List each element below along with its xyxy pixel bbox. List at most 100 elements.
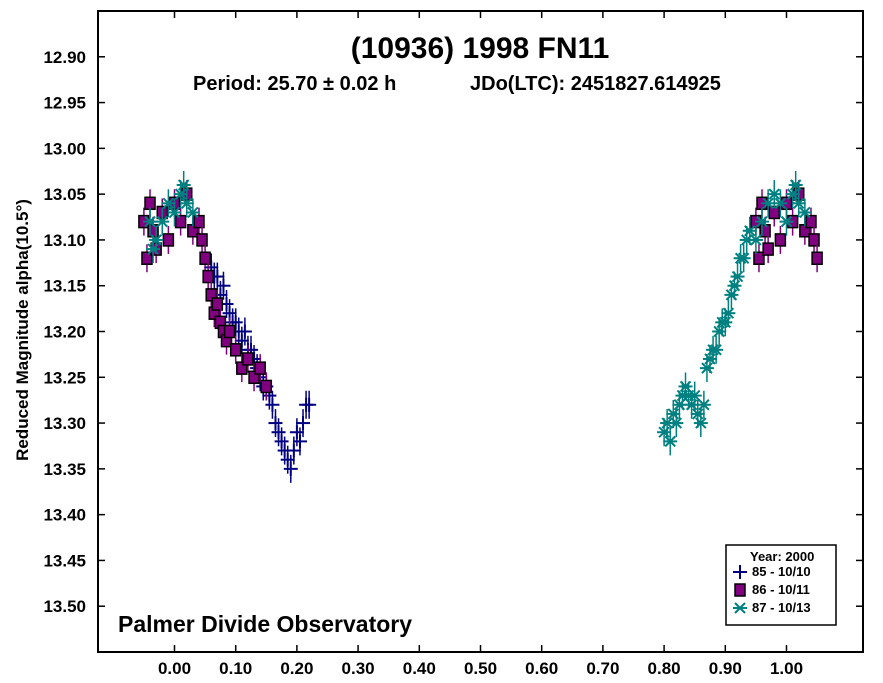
data-point <box>196 233 208 247</box>
data-point <box>211 297 224 311</box>
y-tick-label: 13.20 <box>43 323 86 342</box>
y-tick-label: 12.90 <box>43 48 86 67</box>
y-axis-label: Reduced Magnitude alpha(10.5°) <box>13 199 32 461</box>
y-tick-label: 13.50 <box>43 597 86 616</box>
data-point <box>808 233 820 247</box>
x-tick-label: 0.00 <box>158 659 191 678</box>
data-point <box>742 225 757 237</box>
data-point <box>762 242 774 256</box>
data-point <box>205 288 217 302</box>
legend-title: Year: 2000 <box>750 549 814 564</box>
data-points <box>138 170 823 483</box>
chart-title: (10936) 1998 FN11 <box>351 32 610 65</box>
data-point <box>260 379 273 394</box>
data-point <box>274 434 289 449</box>
data-point <box>774 233 787 247</box>
data-point <box>755 215 770 228</box>
y-tick-label: 13.10 <box>43 231 86 250</box>
epoch-text: JDo(LTC): 2451827.614925 <box>470 73 721 95</box>
data-point <box>797 206 812 219</box>
data-point <box>223 324 236 339</box>
data-point <box>234 333 249 348</box>
y-axis: 12.90 12.95 13.00 13.05 13.10 13.15 13.20 13.25… <box>43 48 863 616</box>
legend: Year: 2000 85 - 10/10 86 - 10/11 87 - 10/1… <box>725 544 837 626</box>
data-point <box>296 416 311 431</box>
data-point <box>669 417 684 429</box>
data-point <box>768 205 781 220</box>
data-point <box>286 443 301 458</box>
data-point <box>193 214 205 229</box>
data-point <box>161 197 176 210</box>
data-point <box>162 233 175 247</box>
data-point <box>721 307 736 319</box>
data-point <box>265 397 280 412</box>
data-point <box>271 425 286 440</box>
data-point <box>242 352 254 366</box>
data-point <box>736 252 751 264</box>
data-point <box>687 389 702 402</box>
x-tick-label: 0.70 <box>586 659 619 678</box>
y-tick-label: 13.15 <box>43 277 86 296</box>
y-tick-label: 13.35 <box>43 460 86 479</box>
observatory-label: Palmer Divide Observatory <box>118 611 412 637</box>
x-tick-label: 0.10 <box>219 659 252 678</box>
x-tick-label: 1.00 <box>770 659 803 678</box>
data-point <box>237 324 252 339</box>
data-point <box>805 214 817 229</box>
data-point <box>254 361 266 375</box>
data-point <box>791 197 806 210</box>
data-point <box>174 214 187 229</box>
data-point <box>753 251 765 265</box>
data-point <box>280 452 295 467</box>
data-point <box>811 251 823 265</box>
data-point <box>236 361 248 375</box>
y-tick-label: 13.40 <box>43 506 86 525</box>
legend-marker <box>733 565 747 579</box>
data-point <box>179 197 194 210</box>
period-text: Period: 25.70 ± 0.02 h <box>193 73 396 95</box>
data-point <box>199 251 211 265</box>
data-point <box>663 435 678 448</box>
data-point <box>302 397 317 412</box>
x-tick-label: 0.40 <box>403 659 436 678</box>
legend-marker <box>733 602 747 614</box>
data-point <box>730 270 745 283</box>
x-tick-label: 0.50 <box>464 659 497 678</box>
data-point <box>292 434 307 449</box>
data-point <box>149 234 164 246</box>
y-tick-label: 13.25 <box>43 368 86 387</box>
x-tick-label: 0.20 <box>280 659 313 678</box>
legend-label: 86 - 10/11 <box>752 582 810 597</box>
data-point <box>144 196 156 211</box>
x-axis: 0.00 0.10 0.20 0.30 0.40 0.50 0.60 0.70 0.80 0.90… <box>158 11 803 678</box>
data-point <box>748 234 763 246</box>
data-point <box>289 425 304 440</box>
data-point <box>248 370 260 385</box>
data-point <box>167 206 182 219</box>
data-point <box>155 215 170 228</box>
data-point <box>696 399 711 411</box>
data-point <box>693 417 708 429</box>
x-tick-label: 0.90 <box>709 659 742 678</box>
data-point <box>176 179 191 191</box>
y-tick-label: 13.00 <box>43 139 86 158</box>
data-point <box>283 461 298 476</box>
data-point <box>229 343 242 357</box>
data-point <box>202 269 214 284</box>
x-tick-label: 0.80 <box>648 659 681 678</box>
y-tick-label: 13.05 <box>43 185 86 204</box>
y-tick-label: 13.30 <box>43 414 86 433</box>
data-point <box>228 315 243 330</box>
data-point <box>268 416 283 431</box>
x-tick-label: 0.30 <box>342 659 375 678</box>
data-point <box>141 251 153 265</box>
data-point <box>779 215 794 228</box>
legend-label: 87 - 10/13 <box>752 600 811 615</box>
data-point <box>185 206 200 219</box>
data-point <box>788 179 803 191</box>
data-point <box>709 344 724 356</box>
data-point <box>773 197 788 210</box>
data-point <box>767 188 782 200</box>
y-tick-label: 13.45 <box>43 551 86 570</box>
